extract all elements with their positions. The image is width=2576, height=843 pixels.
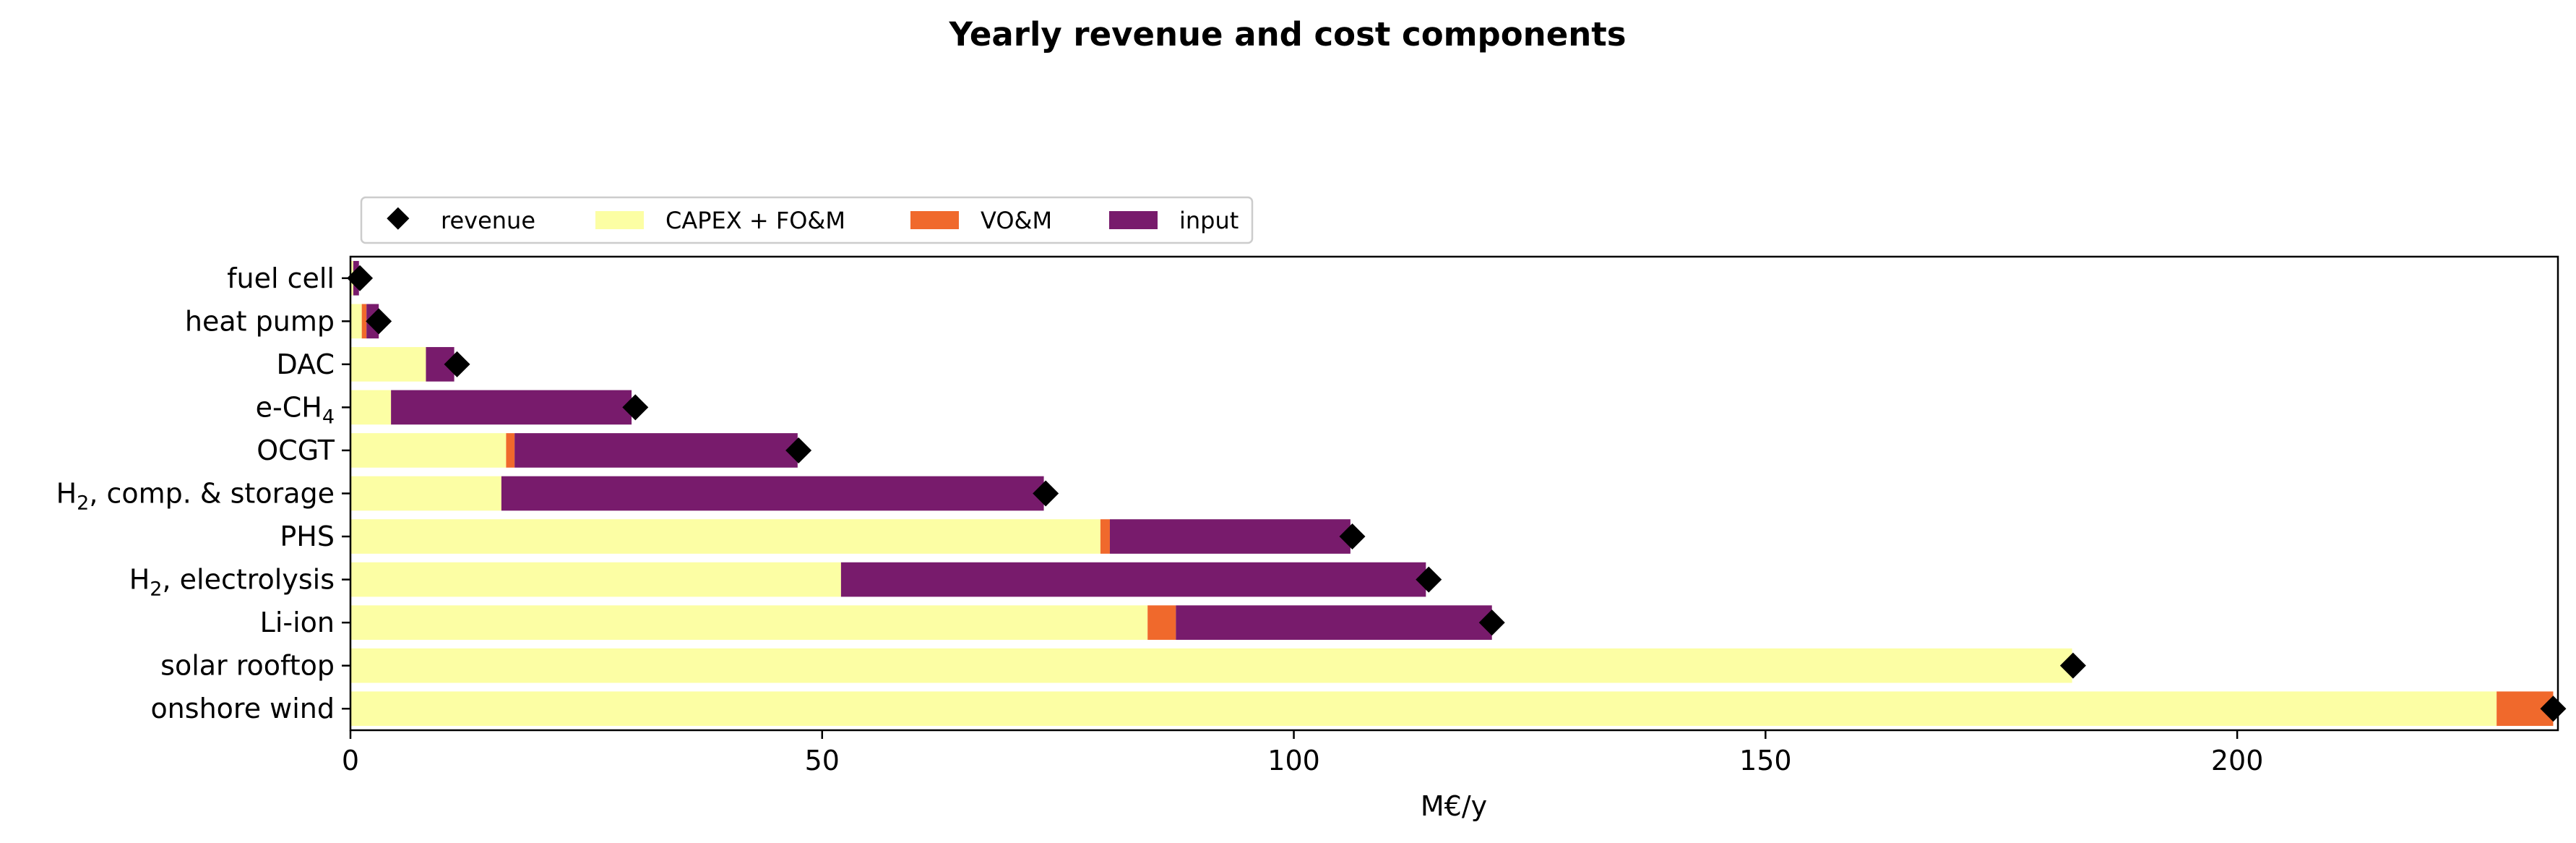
revenue-marker-2 xyxy=(444,351,470,377)
legend-input-swatch xyxy=(1109,211,1158,229)
y-tick-label-8: Li-ion xyxy=(260,607,335,638)
legend-capex-swatch xyxy=(595,211,644,229)
chart-title: Yearly revenue and cost components xyxy=(948,15,1626,54)
y-tick-label-9: solar rooftop xyxy=(160,650,335,682)
bar-capex-fo-m-2 xyxy=(350,347,426,382)
x-tick-label-3: 150 xyxy=(1739,745,1792,776)
bar-capex-fo-m-1 xyxy=(350,304,362,339)
bar-input-8 xyxy=(1176,605,1492,640)
bar-vo-m-1 xyxy=(361,304,367,339)
bar-capex-fo-m-9 xyxy=(350,648,2072,683)
plot-area xyxy=(347,255,2567,732)
bar-vo-m-8 xyxy=(1147,605,1176,640)
x-axis-label: M€/y xyxy=(1421,790,1487,822)
revenue-marker-7 xyxy=(1416,566,1442,593)
bar-input-6 xyxy=(1109,519,1351,554)
revenue-markers-layer xyxy=(347,265,2567,722)
y-tick-label-1: heat pump xyxy=(185,305,335,337)
y-tick-label-7: H2, electrolysis xyxy=(129,564,335,601)
bar-capex-fo-m-8 xyxy=(350,605,1148,640)
revenue-marker-6 xyxy=(1339,523,1366,550)
legend-frame xyxy=(360,196,1254,244)
bar-capex-fo-m-7 xyxy=(350,562,841,597)
bar-capex-fo-m-5 xyxy=(350,476,501,511)
y-tick-label-5: H2, comp. & storage xyxy=(56,478,335,515)
x-tick-label-1: 50 xyxy=(805,745,840,776)
revenue-marker-4 xyxy=(785,437,812,463)
x-axis: 0 50 100 150 200 xyxy=(342,730,2263,776)
y-tick-label-2: DAC xyxy=(277,348,335,380)
legend: revenue CAPEX + FO&M VO&M input xyxy=(360,196,1254,244)
x-tick-label-2: 100 xyxy=(1267,745,1320,776)
bar-input-5 xyxy=(501,476,1044,511)
bars-layer xyxy=(350,260,2554,727)
bar-input-3 xyxy=(391,390,632,425)
y-tick-label-0: fuel cell xyxy=(227,262,335,294)
bar-capex-fo-m-4 xyxy=(350,433,507,468)
bar-capex-fo-m-10 xyxy=(350,691,2497,727)
bar-capex-fo-m-6 xyxy=(350,519,1100,554)
y-axis: fuel cell heat pump DAC e-CH4 OCGT H2, comp. … xyxy=(56,262,350,724)
legend-capex-label: CAPEX + FO&M xyxy=(665,207,845,234)
revenue-marker-8 xyxy=(1478,609,1505,636)
revenue-marker-0 xyxy=(347,265,374,291)
revenue-marker-3 xyxy=(622,394,649,421)
revenue-marker-1 xyxy=(366,308,392,335)
bar-input-7 xyxy=(840,562,1426,597)
y-tick-label-3: e-CH4 xyxy=(256,391,335,428)
y-tick-label-4: OCGT xyxy=(257,435,335,466)
revenue-marker-5 xyxy=(1033,480,1059,507)
x-tick-label-4: 200 xyxy=(2211,745,2264,776)
bar-input-4 xyxy=(514,433,798,468)
revenue-marker-9 xyxy=(2059,652,2086,679)
x-tick-label-0: 0 xyxy=(342,745,359,776)
legend-revenue-label: revenue xyxy=(441,207,535,234)
bar-capex-fo-m-3 xyxy=(350,390,392,425)
bar-vo-m-4 xyxy=(506,433,515,468)
bar-vo-m-6 xyxy=(1100,519,1110,554)
y-tick-label-6: PHS xyxy=(280,521,335,552)
y-tick-label-10: onshore wind xyxy=(150,693,335,724)
legend-input-label: input xyxy=(1179,207,1239,234)
legend-vom-swatch xyxy=(910,211,959,229)
revenue-marker-10 xyxy=(2540,696,2567,722)
legend-vom-label: VO&M xyxy=(981,207,1052,234)
